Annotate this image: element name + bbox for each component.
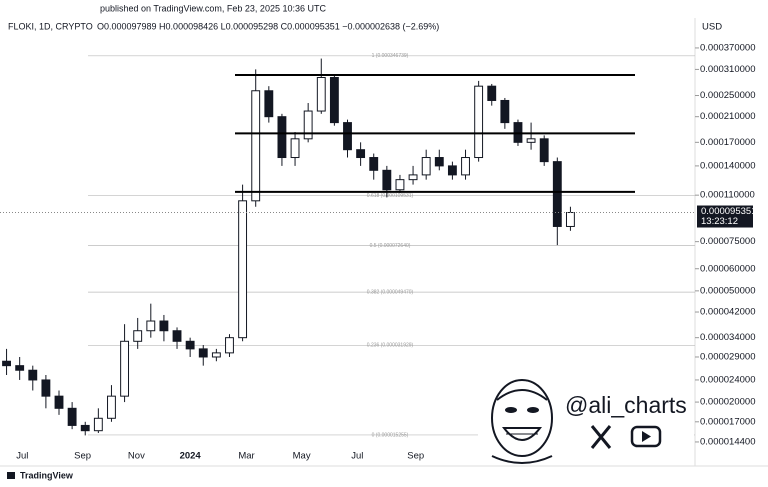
candle-body xyxy=(120,340,130,397)
y-tick-label: 0.000060000 xyxy=(700,263,755,274)
y-tick-label: 0.000017000 xyxy=(700,416,755,427)
candle-body xyxy=(225,337,234,354)
published: published on TradingView.com, Feb 23, 20… xyxy=(100,3,326,13)
candle-body xyxy=(329,77,339,124)
y-tick-label: 0.000029000 xyxy=(700,351,755,362)
y-tick-label: 0.000042000 xyxy=(700,307,755,318)
y-tick-label: 0.000170000 xyxy=(700,137,755,148)
candle-body xyxy=(159,320,169,332)
candle-body xyxy=(421,157,431,176)
candle-body xyxy=(198,348,208,358)
candle-body xyxy=(80,424,90,432)
y-tick-label: 0.000210000 xyxy=(700,111,755,122)
candle-body xyxy=(303,110,313,140)
y-tick-label: 0.000020000 xyxy=(700,397,755,408)
x-tick-label: Sep xyxy=(407,451,424,462)
candle-body xyxy=(290,138,300,159)
y-tick-label: 0.000110000 xyxy=(700,190,755,201)
candle-body xyxy=(408,174,418,181)
candle-body xyxy=(447,165,457,176)
watermark: @ali_charts xyxy=(478,372,694,465)
candle-body xyxy=(146,320,156,332)
y-tick-label: 0.000075000 xyxy=(700,236,755,247)
fib-label: 1 (0.000346739) xyxy=(372,53,409,59)
candle-body xyxy=(526,138,536,143)
x-tick-label: 2024 xyxy=(180,451,202,462)
candle-body xyxy=(2,360,11,367)
candle-body xyxy=(67,407,77,426)
watermark-handle: @ali_charts xyxy=(565,392,687,418)
candle-body xyxy=(316,77,326,112)
candle-body xyxy=(41,379,51,397)
candle-body xyxy=(487,85,497,101)
x-tick-label: Jul xyxy=(16,451,28,462)
candle-body xyxy=(133,330,143,342)
fib-label: 0.618 (0.000109531) xyxy=(367,193,414,199)
candle-body xyxy=(28,369,38,381)
candle-body xyxy=(15,365,25,371)
y-tick-label: 0.000050000 xyxy=(700,285,755,296)
fib-label: 0 (0.000015255) xyxy=(372,432,409,438)
candle-body xyxy=(539,138,549,163)
y-tick-label: 0.000370000 xyxy=(700,42,755,53)
candle-body xyxy=(395,179,405,191)
x-tick-label: Nov xyxy=(128,451,145,462)
last-price-label: 0.000095351 xyxy=(701,206,756,217)
candle-body xyxy=(434,157,444,167)
brand-logo: TradingView xyxy=(7,470,74,480)
brand: TradingView xyxy=(20,470,74,480)
chart-title: FLOKI, 1D, CRYPTO xyxy=(8,21,93,31)
candle-body xyxy=(211,352,221,358)
y-tick-label: 0.000014400 xyxy=(700,436,755,447)
price-label-box xyxy=(697,205,753,228)
candle-body xyxy=(264,90,274,118)
candle-body xyxy=(185,340,195,350)
y-tick-label: 0.000310000 xyxy=(700,64,755,75)
fib-label: 0.5 (0.000072640) xyxy=(370,243,411,249)
x-tick-label: Mar xyxy=(238,451,254,462)
fib-label: 0.382 (0.000049470) xyxy=(367,289,414,295)
candle-body xyxy=(277,116,287,159)
candle-body xyxy=(565,212,575,227)
y-tick-label: 0.000250000 xyxy=(700,90,755,101)
x-tick-label: Sep xyxy=(74,451,91,462)
candle-body xyxy=(251,90,261,202)
x-tick-label: Jul xyxy=(351,451,363,462)
candle-body xyxy=(461,157,470,176)
candle-body xyxy=(552,161,562,227)
y-tick-label: 0.000140000 xyxy=(700,160,755,171)
candle-body xyxy=(238,200,248,339)
candle-body xyxy=(369,157,379,171)
candle-body xyxy=(343,122,352,151)
candle-body xyxy=(172,330,182,342)
candle-body xyxy=(93,417,103,432)
candle-body xyxy=(474,85,484,159)
ohlc-header: O0.000097989 H0.000098426 L0.000095298 C… xyxy=(97,21,439,31)
candle-body xyxy=(500,99,510,124)
x-tick-label: May xyxy=(293,451,311,462)
y-tick-label: 0.000034000 xyxy=(700,332,755,343)
candle-body xyxy=(54,395,64,409)
candle-body xyxy=(356,149,366,159)
currency: USD xyxy=(702,22,722,33)
candle-body xyxy=(107,395,116,419)
fib-label: 0.236 (0.000031929) xyxy=(367,343,414,349)
countdown: 13:23:12 xyxy=(701,216,738,227)
candle-body xyxy=(382,169,392,191)
y-tick-label: 0.000024000 xyxy=(700,374,755,385)
